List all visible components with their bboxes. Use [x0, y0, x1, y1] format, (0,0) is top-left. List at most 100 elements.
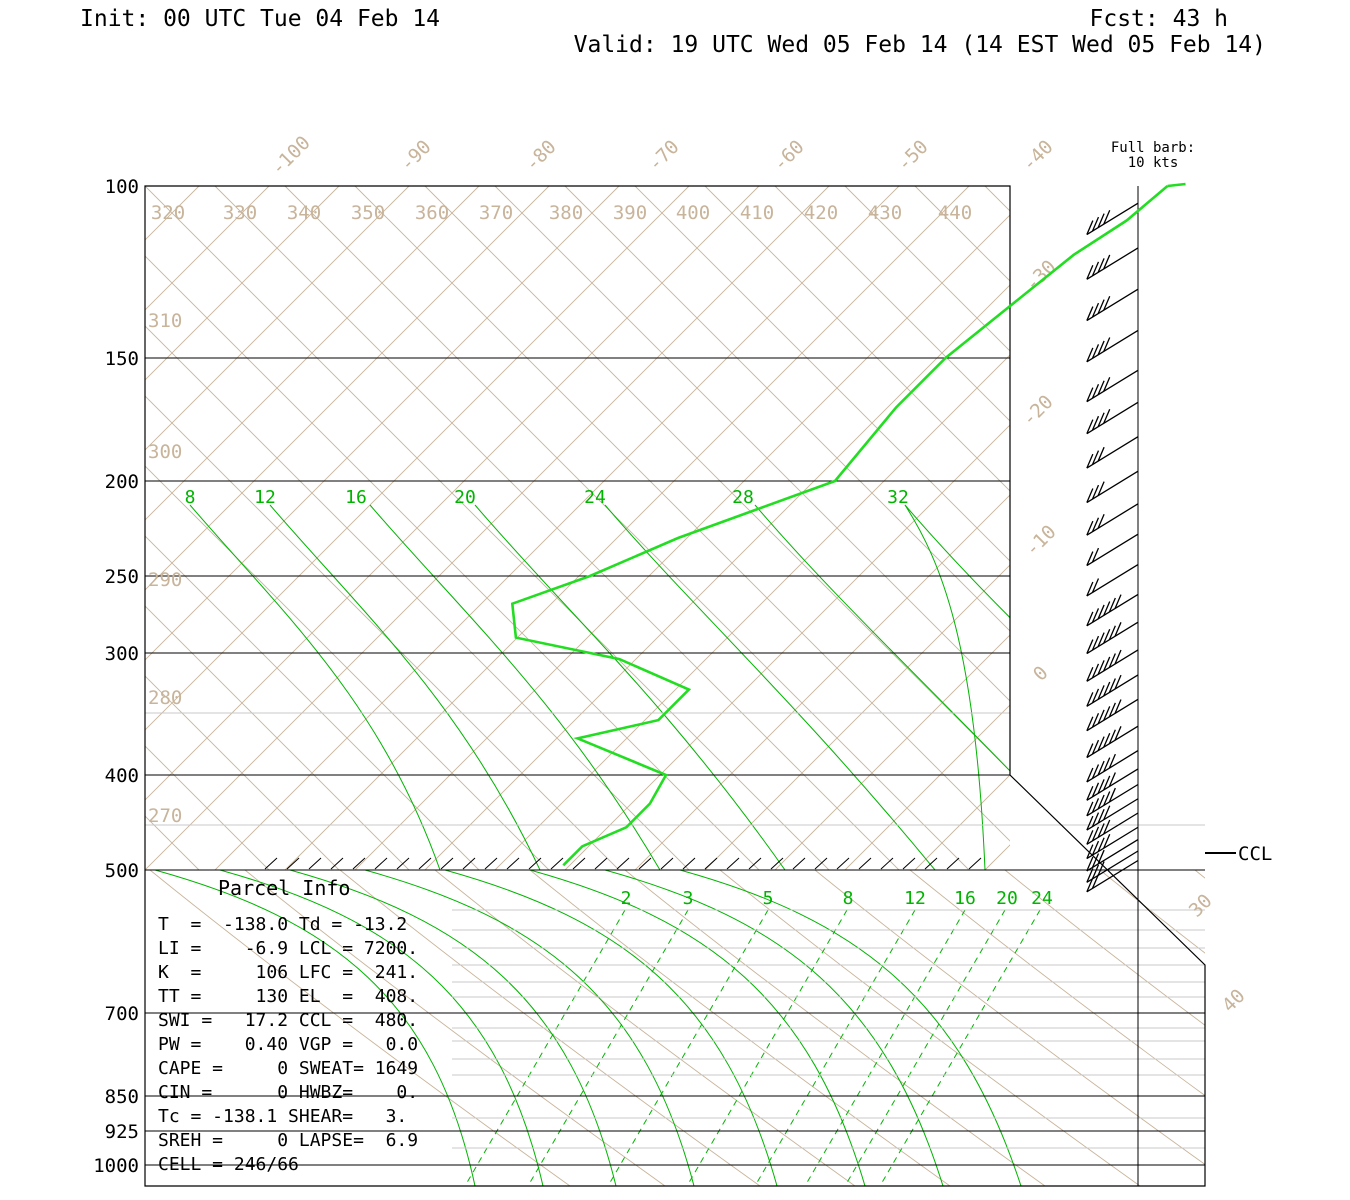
- lower-isotherm-line: [1194, 870, 1205, 879]
- wind-barb-staff: [1086, 768, 1139, 801]
- wind-barb-staff: [1086, 564, 1139, 597]
- chart-frame: [144, 185, 1206, 1187]
- wind-barb-flag: [1103, 732, 1111, 748]
- wind-barb-flag: [1097, 709, 1105, 725]
- wind-barb-flag: [1086, 581, 1094, 597]
- wind-barb-flag: [1097, 849, 1105, 865]
- hatch-mark: [484, 857, 498, 870]
- adiabat-line: [634, 186, 1010, 562]
- wind-barb-staff: [1086, 826, 1139, 860]
- theta-label: 280: [148, 687, 182, 709]
- hatch-mark: [308, 857, 322, 870]
- theta-label: 300: [148, 441, 182, 463]
- mixing-ratio-line: [804, 909, 966, 1186]
- wind-barb-flag: [1097, 861, 1105, 876]
- hatch-mark: [858, 857, 872, 870]
- theta-label: 390: [613, 202, 647, 224]
- mixing-ratio-line: [686, 909, 848, 1186]
- wind-barb-staff: [1086, 750, 1139, 783]
- wind-barb-flag: [1103, 409, 1111, 424]
- mixing-ratio-line: [464, 909, 626, 1186]
- wind-barb-flag: [1086, 868, 1094, 883]
- wind-barb-flag: [1108, 753, 1116, 769]
- moist-adiabat-line: [219, 870, 544, 1186]
- wind-barb-flag: [1097, 808, 1105, 824]
- wind-barb-flag: [1086, 551, 1094, 566]
- wind-barb-flag: [1097, 760, 1105, 776]
- lower-isotherm-line: [719, 870, 1141, 1186]
- wind-barb-flag: [1103, 706, 1111, 721]
- isotherm-line: [145, 186, 410, 451]
- isotherm-label: -90: [396, 136, 436, 176]
- wind-barb-flag: [1091, 864, 1100, 880]
- wind-barb-flag: [1097, 736, 1105, 751]
- theta-label: 410: [740, 202, 774, 224]
- lower-isotherm-line: [624, 870, 1046, 1186]
- hatch-mark: [814, 857, 828, 870]
- wind-barb-flag: [1091, 383, 1100, 399]
- mixing-curve: [269, 504, 541, 870]
- wind-barb-staff: [1086, 798, 1139, 831]
- adiabat-line: [704, 186, 1010, 492]
- parcel-info-row: LI = -6.9 LCL = 7200.: [158, 938, 418, 959]
- isotherm-line: [0, 186, 59, 870]
- theta-label: 420: [804, 202, 838, 224]
- wind-barb-flag: [1086, 453, 1094, 469]
- wind-barb-flag: [1091, 663, 1100, 679]
- barb-legend-line1: Full barb:: [1111, 140, 1195, 156]
- wind-barb-flag: [1097, 514, 1105, 529]
- wind-barb-staff: [1086, 470, 1139, 504]
- mixing-ratio-line: [879, 909, 1041, 1186]
- mixing-curve: [754, 504, 1010, 772]
- theta-label: 430: [868, 202, 902, 224]
- wind-barb-flag: [1086, 667, 1094, 682]
- wind-barb-staff: [1086, 839, 1139, 872]
- mixing-ratio-label: 24: [584, 487, 606, 508]
- wind-barb-flag: [1086, 488, 1094, 503]
- hatch-mark: [638, 857, 652, 870]
- wind-barb-flag: [1091, 578, 1100, 593]
- mixing-ratio-line: [844, 909, 1006, 1186]
- parcel-info-row: CELL = 246/66: [158, 1154, 299, 1175]
- mixing-curve: [904, 504, 1010, 619]
- hatch-mark: [264, 857, 278, 870]
- isotherm-label: -60: [769, 136, 809, 176]
- wind-barb-flag: [1103, 628, 1111, 644]
- wind-barb-flag: [1086, 220, 1094, 235]
- wind-barb-staff: [1086, 533, 1139, 567]
- mixing-curve: [904, 504, 986, 870]
- wind-barb-staff: [1086, 649, 1139, 682]
- sounding-profile: [510, 182, 1186, 867]
- pressure-label: 250: [105, 566, 139, 588]
- wind-barb-flag: [1108, 653, 1116, 668]
- isotherm-label: -30: [1021, 256, 1061, 296]
- hatch-mark: [924, 857, 938, 870]
- mixing-ratio-label: 28: [732, 487, 754, 508]
- parcel-info-row: T = -138.0 Td = -13.2: [158, 914, 407, 935]
- adiabat-line: [774, 186, 1010, 422]
- pressure-label: 100: [105, 176, 139, 198]
- wind-barb-flag: [1086, 767, 1094, 783]
- adiabat-line: [145, 815, 200, 870]
- wind-barb-flag: [1091, 853, 1100, 868]
- wind-barb-flag: [1091, 261, 1100, 277]
- adiabat-line: [284, 186, 970, 870]
- mixing-ratio-label: 32: [887, 487, 909, 508]
- wind-barb-flag: [1097, 779, 1105, 794]
- isotherm-line: [774, 634, 1010, 870]
- wind-barb-flag: [1091, 798, 1100, 813]
- parcel-info-row: CIN = 0 HWBZ= 0.: [158, 1082, 418, 1103]
- wind-barb-flag: [1097, 481, 1105, 496]
- wind-barb-flag: [1108, 729, 1116, 745]
- wind-barb-flag: [1103, 656, 1111, 672]
- hatch-mark: [902, 857, 916, 870]
- mixing-ratio-label: 8: [843, 888, 854, 909]
- wind-barb-flag: [1103, 295, 1111, 311]
- hatch-mark: [506, 857, 520, 870]
- wind-barb-staff: [1086, 850, 1139, 883]
- wind-barb-staff: [1086, 436, 1139, 469]
- wind-barbs: [1086, 202, 1139, 893]
- wind-barb-flag: [1103, 805, 1111, 821]
- isotherm-label: 0: [1029, 662, 1053, 686]
- mixing-ratio-label: 16: [954, 888, 976, 909]
